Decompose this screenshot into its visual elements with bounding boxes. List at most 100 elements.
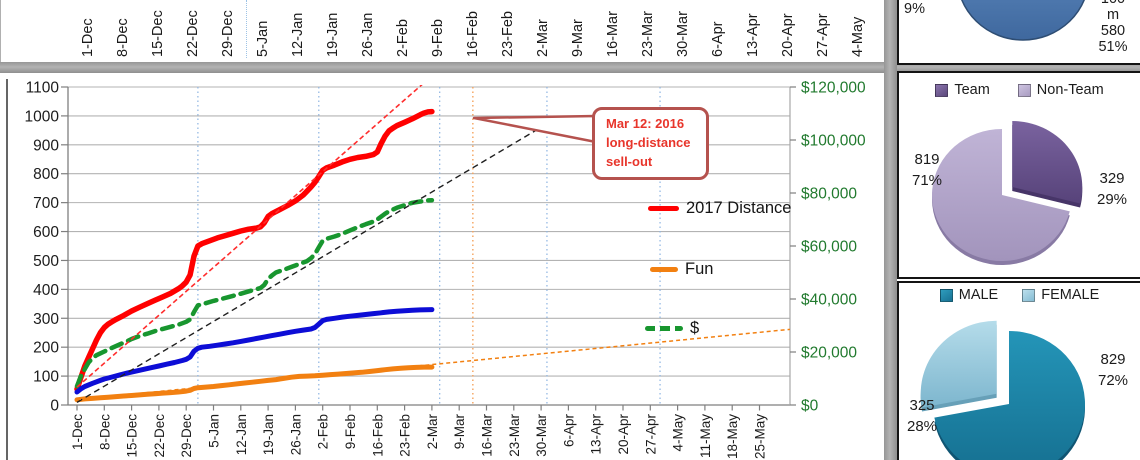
svg-text:100: 100 [33,369,59,386]
svg-text:$0: $0 [801,398,819,415]
svg-text:600: 600 [33,224,59,241]
chart-left-border [6,79,8,460]
legend-swatch-revenue [645,325,683,332]
gender-pie [920,320,1085,460]
svg-text:19-Jan: 19-Jan [261,414,276,455]
legend-2017-distance[interactable]: 2017 Distance [648,199,792,218]
svg-text:16-Feb: 16-Feb [370,414,385,457]
top-axis-label: 26-Jan [360,12,376,57]
team-pie-panel[interactable]: Team Non-Team 819 71% 329 29% [897,71,1140,279]
svg-text:$120,000: $120,000 [801,80,866,97]
top-axis-label: 23-Mar [640,11,656,57]
svg-text:18-May: 18-May [725,414,740,459]
horizontal-window-divider [0,62,1140,73]
trendline [76,328,790,401]
top-axis-label: 15-Dec [150,10,166,57]
male-legend-swatch [939,288,953,302]
svg-text:4-May: 4-May [671,414,686,452]
legend-item-team[interactable]: Team [935,82,990,98]
top-axis-label: 16-Feb [465,11,481,57]
male-legend-label: MALE [958,287,999,303]
legend-item-male[interactable]: MALE [939,287,999,303]
gender-pie-panel[interactable]: MALE FEMALE 325 28% 829 72% [897,281,1140,460]
distance-pie-panel[interactable]: 9% 100 m 580 51% [897,0,1140,65]
top-axis-label: 27-Apr [815,13,831,57]
svg-text:800: 800 [33,166,59,183]
top-axis-label: 2-Mar [535,19,551,57]
svg-text:8-Dec: 8-Dec [97,414,112,450]
svg-text:2-Mar: 2-Mar [425,414,440,450]
svg-text:12-Jan: 12-Jan [234,414,249,455]
registrations-line-chart[interactable]: 1-Dec 8-Dec 15-Dec 22-Dec 29-Dec 5-Jan 12-Jan 1… [0,73,884,460]
top-axis-label: 8-Dec [115,18,131,57]
svg-text:22-Dec: 22-Dec [152,414,167,458]
top-axis-label: 30-Mar [675,11,691,57]
nonteam-value-label: 819 71% [911,151,943,189]
legend-label-2017-distance: 2017 Distance [686,199,792,217]
svg-text:15-Dec: 15-Dec [125,414,140,458]
legend-revenue[interactable]: $ [645,319,699,338]
series-line-blue [74,307,435,395]
top-axis-label: 19-Jan [325,12,341,57]
top-axis-label: 4-May [850,16,866,57]
svg-text:500: 500 [33,253,59,270]
svg-text:27-Apr: 27-Apr [643,414,658,455]
svg-text:13-Apr: 13-Apr [589,414,604,455]
legend-label-revenue: $ [690,319,700,337]
top-axis-label: 29-Dec [220,10,236,57]
svg-text:700: 700 [33,195,59,212]
team-pie-legend: Team Non-Team [899,82,1140,98]
svg-text:5-Jan: 5-Jan [207,414,222,448]
gender-pie-legend: MALE FEMALE [899,287,1140,303]
svg-text:26-Jan: 26-Jan [288,414,303,455]
svg-text:$100,000: $100,000 [801,133,866,150]
line-chart-canvas: 1-Dec 8-Dec 15-Dec 22-Dec 29-Dec 5-Jan 12-Jan 1… [25,80,867,460]
top-axis-label: 9-Mar [570,19,586,57]
top-axis-label: 20-Apr [780,13,796,57]
svg-text:$60,000: $60,000 [801,239,857,256]
top-chart-newyear-line [246,0,247,58]
trendline [76,85,423,388]
distance-pie-left-label: 9% [904,1,925,17]
distance-pie [961,0,1085,41]
nonteam-legend-swatch [1017,83,1031,97]
svg-text:23-Feb: 23-Feb [398,414,413,457]
top-axis-label: 1-Dec [80,18,96,57]
svg-text:300: 300 [33,311,59,328]
female-legend-swatch [1022,288,1036,302]
svg-text:2-Feb: 2-Feb [316,414,331,449]
team-legend-swatch [935,83,949,97]
team-value-label: 329 29% [1096,170,1128,208]
series-line-revenue [74,197,435,389]
svg-text:30-Mar: 30-Mar [534,414,549,457]
svg-text:$80,000: $80,000 [801,186,857,203]
top-axis-label: 23-Feb [500,11,516,57]
legend-item-female[interactable]: FEMALE [1022,287,1099,303]
distance-pie-right-label: 100 m 580 51% [1098,0,1128,55]
top-axis-label: 13-Apr [745,13,761,57]
vertical-window-divider [884,0,897,460]
svg-text:0: 0 [50,398,59,415]
legend-fun[interactable]: Fun [650,260,713,279]
top-axis-label: 12-Jan [290,12,306,57]
callout-tail [472,114,598,144]
legend-swatch-fun [650,266,678,273]
top-chart-cropped-axis[interactable]: 1-Dec 8-Dec 15-Dec 22-Dec 29-Dec 5-Jan 12-Jan 1… [0,0,885,62]
trendline [76,126,542,403]
top-axis-label: 22-Dec [185,10,201,57]
svg-text:900: 900 [33,137,59,154]
svg-text:9-Feb: 9-Feb [343,414,358,449]
svg-text:29-Dec: 29-Dec [179,414,194,458]
svg-text:16-Mar: 16-Mar [480,414,495,457]
svg-text:23-Mar: 23-Mar [507,414,522,457]
legend-swatch-2017-distance [648,205,679,212]
male-value-label: 829 72% [1097,351,1129,389]
top-axis-label: 2-Feb [395,19,411,57]
sellout-callout[interactable]: Mar 12: 2016 long-distance sell-out [592,107,709,180]
top-axis-label: 6-Apr [710,21,726,57]
team-legend-label: Team [954,82,990,98]
top-axis-label: 5-Jan [255,20,271,57]
svg-text:1-Dec: 1-Dec [70,414,85,450]
legend-item-nonteam[interactable]: Non-Team [1017,82,1104,98]
